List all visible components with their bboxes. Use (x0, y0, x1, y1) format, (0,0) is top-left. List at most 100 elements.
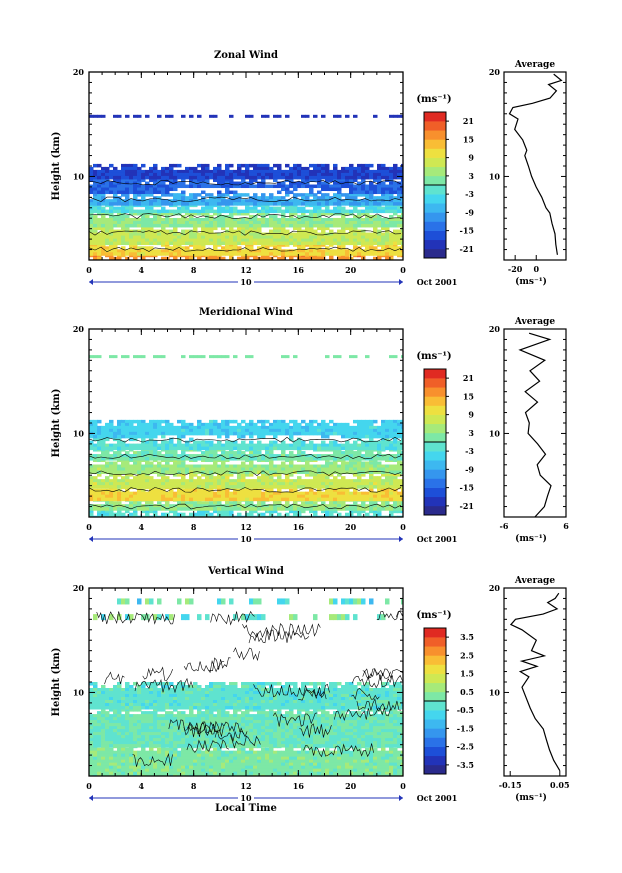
heat-cell (125, 226, 130, 231)
heat-cell (201, 226, 206, 231)
heat-cell (401, 178, 403, 183)
heat-cell (141, 485, 146, 489)
heat-cell (169, 491, 174, 496)
heat-cell (365, 443, 370, 448)
heat-cell (369, 181, 374, 186)
heat-cell (353, 199, 358, 203)
heat-cell (261, 196, 266, 200)
heat-cell (369, 507, 374, 511)
heat-cell (185, 229, 190, 234)
heat-cell (293, 199, 298, 203)
heat-cell (373, 507, 378, 511)
heat-cell (161, 479, 166, 483)
heat-cell (161, 491, 166, 496)
heat-cell (293, 497, 298, 502)
heat-cell (257, 446, 262, 451)
heat-cell (145, 241, 150, 246)
heat-cell (201, 178, 206, 183)
contour-line (89, 487, 402, 493)
heat-cell (269, 431, 274, 436)
heat-patch (401, 355, 403, 359)
heat-cell (361, 504, 366, 508)
heat-cell (329, 249, 334, 253)
heat-cell (217, 175, 222, 180)
heat-cell (205, 497, 210, 502)
heat-cell (309, 226, 314, 231)
heat-cell (389, 457, 394, 461)
heat-cell (369, 187, 374, 192)
heat-cell (353, 184, 358, 189)
heat-cell (345, 515, 350, 517)
heat-cell (161, 199, 166, 203)
heat-patch (393, 355, 398, 359)
heat-cell (337, 422, 342, 427)
heat-cell (385, 256, 390, 260)
heat-cell (345, 211, 350, 216)
heat-cell (253, 184, 258, 189)
heat-cell (177, 461, 182, 466)
heat-cell (293, 184, 298, 189)
heat-cell (265, 473, 270, 477)
heat-cell (321, 199, 326, 203)
heat-cell (121, 169, 126, 174)
heat-cell (293, 515, 298, 517)
heat-cell (261, 482, 266, 486)
heat-cell (197, 491, 202, 496)
heat-cell (333, 196, 338, 200)
heat-cell (325, 476, 330, 480)
heat-cell (345, 184, 350, 189)
heat-cell (185, 166, 190, 171)
heat-cell (321, 169, 326, 174)
heat-cell (353, 249, 358, 253)
heat-cell (333, 515, 338, 517)
heat-cell (121, 193, 126, 197)
heat-cell (333, 422, 338, 427)
heat-cell (97, 163, 102, 168)
heat-cell (353, 497, 358, 502)
heat-cell (401, 446, 403, 451)
heat-cell (237, 175, 242, 180)
heat-cell (401, 249, 403, 253)
heat-cell (313, 454, 318, 458)
heat-cell (97, 485, 102, 489)
heat-cell (205, 238, 210, 243)
heat-cell (353, 206, 358, 211)
heat-cell (129, 501, 134, 505)
heat-cell (357, 166, 362, 171)
heat-patch (245, 355, 250, 359)
heat-cell (277, 238, 282, 243)
heat-cell (169, 428, 174, 433)
heat-cell (133, 187, 138, 192)
heat-cell (201, 190, 206, 195)
heat-cell (313, 211, 318, 216)
heat-cell (385, 485, 390, 489)
heat-cell (353, 431, 358, 436)
heat-cell (233, 491, 238, 496)
heat-cell (233, 446, 238, 451)
heat-cell (161, 166, 166, 171)
heat-cell (237, 199, 242, 203)
heat-cell (353, 428, 358, 433)
heat-cell (221, 209, 226, 214)
heat-cell (317, 482, 322, 486)
heat-cell (261, 515, 266, 517)
heat-cell (249, 235, 254, 240)
heat-cell (213, 507, 218, 511)
heat-cell (261, 175, 266, 180)
x-tick-label: 20 (345, 522, 357, 532)
heat-cell (249, 443, 254, 448)
heat-cell (281, 169, 286, 174)
heat-cell (197, 163, 202, 168)
heat-cell (257, 217, 262, 222)
heat-cell (229, 190, 234, 195)
heat-cell (317, 504, 322, 508)
heat-cell (297, 172, 302, 177)
heat-cell (245, 512, 250, 517)
heat-cell (305, 461, 310, 466)
heat-cell (257, 425, 262, 430)
heat-cell (117, 434, 122, 439)
heat-cell (313, 235, 318, 240)
heat-cell (101, 238, 106, 243)
heat-cell (105, 491, 110, 496)
